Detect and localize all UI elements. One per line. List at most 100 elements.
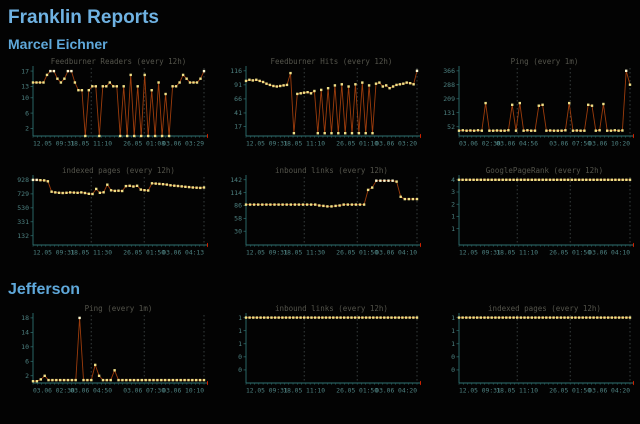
svg-text:12.05 09:31: 12.05 09:31 <box>246 141 288 148</box>
svg-text:6: 6 <box>25 357 29 365</box>
svg-text:03.06 04:10: 03.06 04:10 <box>588 250 630 257</box>
svg-text:18.05 11:10: 18.05 11:10 <box>496 250 538 257</box>
section-title-jefferson: Jefferson <box>8 281 81 298</box>
svg-text:0: 0 <box>238 353 242 361</box>
chart-jefferson-ping: Ping (every 1m) 18 14 10 6 2 03.06 02:30 03.06 … <box>0 302 213 399</box>
svg-text:116: 116 <box>230 67 242 75</box>
franklin-reports-dashboard: Franklin Reports Marcel Eichner Feedburn… <box>0 7 640 399</box>
svg-text:131: 131 <box>443 109 455 117</box>
svg-text:26.05 01:10: 26.05 01:10 <box>336 141 378 148</box>
chart-svg: GooglePageRank (every 12h) 4 3 2 1 1 12.05 09:… <box>451 166 634 257</box>
svg-text:indexed pages (every 12h): indexed pages (every 12h) <box>62 166 175 175</box>
svg-text:GooglePageRank (every 12h): GooglePageRank (every 12h) <box>486 166 603 175</box>
svg-text:18.05 11:30: 18.05 11:30 <box>70 250 112 257</box>
svg-text:1: 1 <box>238 314 242 322</box>
chart-marcel-inbound-links: inbound links (every 12h) 142 114 86 58 30 12.… <box>213 164 426 261</box>
svg-text:114: 114 <box>230 189 242 197</box>
chart-feedburner-readers: Feedburner Readers (every 12h) 17 13 10 6 2 12… <box>0 55 213 152</box>
svg-text:26.05 01:50: 26.05 01:50 <box>549 388 591 395</box>
svg-text:209: 209 <box>443 95 455 103</box>
svg-text:530: 530 <box>17 204 29 212</box>
svg-text:3: 3 <box>451 188 455 196</box>
svg-text:1: 1 <box>451 327 455 335</box>
svg-text:Feedburner Readers (every 12h): Feedburner Readers (every 12h) <box>51 57 186 66</box>
svg-text:26.05 01:08: 26.05 01:08 <box>123 141 165 148</box>
svg-text:1: 1 <box>451 213 455 221</box>
svg-text:0: 0 <box>451 353 455 361</box>
chart-grid-jefferson: Ping (every 1m) 18 14 10 6 2 03.06 02:30 03.06 … <box>0 302 640 399</box>
svg-text:0: 0 <box>451 366 455 374</box>
svg-text:13: 13 <box>21 83 29 91</box>
svg-text:132: 132 <box>17 232 29 240</box>
svg-text:03.06 10:20: 03.06 10:20 <box>588 141 630 148</box>
svg-text:66: 66 <box>234 95 242 103</box>
chart-svg: indexed pages (every 12h) 1 1 1 0 0 12.05 09:3… <box>451 304 634 395</box>
svg-text:30: 30 <box>234 227 242 235</box>
svg-text:52: 52 <box>447 123 455 131</box>
svg-text:1: 1 <box>238 340 242 348</box>
chart-jefferson-inbound-links: inbound links (every 12h) 1 1 1 0 0 12.05 09:3… <box>213 302 426 399</box>
svg-text:inbound links (every 12h): inbound links (every 12h) <box>275 304 388 313</box>
svg-text:6: 6 <box>25 109 29 117</box>
svg-text:12.05 09:31: 12.05 09:31 <box>33 141 75 148</box>
svg-text:928: 928 <box>17 176 29 184</box>
svg-text:366: 366 <box>443 67 455 75</box>
svg-text:288: 288 <box>443 81 455 89</box>
svg-text:26.05 01:50: 26.05 01:50 <box>123 250 165 257</box>
svg-text:1: 1 <box>451 340 455 348</box>
svg-text:03.06 07:50: 03.06 07:50 <box>549 141 591 148</box>
svg-text:18.05 11:10: 18.05 11:10 <box>283 388 325 395</box>
section-marcel-eichner: Marcel Eichner Feedburner Readers (every… <box>0 36 640 261</box>
svg-text:Ping (every 1m): Ping (every 1m) <box>85 304 153 313</box>
svg-text:03.06 02:30: 03.06 02:30 <box>459 141 501 148</box>
svg-text:12.05 09:31: 12.05 09:31 <box>246 250 288 257</box>
svg-text:18.05 11:10: 18.05 11:10 <box>496 388 538 395</box>
section-jefferson: Jefferson Ping (every 1m) 18 14 10 6 2 03.06 0… <box>0 281 640 399</box>
svg-text:indexed pages (every 12h): indexed pages (every 12h) <box>488 304 601 313</box>
svg-text:1: 1 <box>451 225 455 233</box>
svg-text:18.05 11:10: 18.05 11:10 <box>70 141 112 148</box>
svg-text:03.06 04:10: 03.06 04:10 <box>375 250 417 257</box>
svg-text:10: 10 <box>21 343 29 351</box>
svg-text:58: 58 <box>234 215 242 223</box>
svg-text:10: 10 <box>21 94 29 102</box>
svg-text:12.05 09:31: 12.05 09:31 <box>459 388 501 395</box>
svg-text:26.05 01:50: 26.05 01:50 <box>549 250 591 257</box>
svg-text:2: 2 <box>25 372 29 380</box>
chart-jefferson-indexed-pages: indexed pages (every 12h) 1 1 1 0 0 12.05 09:3… <box>426 302 639 399</box>
svg-text:inbound links (every 12h): inbound links (every 12h) <box>275 166 388 175</box>
svg-text:17: 17 <box>21 67 29 75</box>
page-title: Franklin Reports <box>8 7 159 28</box>
svg-text:03.06 03:20: 03.06 03:20 <box>375 141 417 148</box>
svg-text:86: 86 <box>234 202 242 210</box>
svg-text:Feedburner Hits (every 12h): Feedburner Hits (every 12h) <box>271 57 393 66</box>
svg-text:41: 41 <box>234 109 242 117</box>
svg-text:26.05 01:50: 26.05 01:50 <box>336 388 378 395</box>
svg-text:03.06 04:50: 03.06 04:50 <box>70 388 112 395</box>
svg-text:142: 142 <box>230 176 242 184</box>
svg-text:03.06 07:30: 03.06 07:30 <box>123 388 165 395</box>
svg-text:2: 2 <box>451 200 455 208</box>
svg-text:331: 331 <box>17 218 29 226</box>
svg-text:91: 91 <box>234 81 242 89</box>
svg-text:Ping (every 1m): Ping (every 1m) <box>511 57 579 66</box>
svg-text:14: 14 <box>21 329 29 337</box>
svg-text:12.05 09:31: 12.05 09:31 <box>33 250 75 257</box>
chart-grid-marcel-row2: indexed pages (every 12h) 928 729 530 331 132… <box>0 164 640 261</box>
svg-text:26.05 01:50: 26.05 01:50 <box>336 250 378 257</box>
svg-text:03.06 02:30: 03.06 02:30 <box>33 388 75 395</box>
chart-marcel-ping: Ping (every 1m) 366 288 209 131 52 03.06 02:30… <box>426 55 639 152</box>
svg-text:03.06 04:20: 03.06 04:20 <box>588 388 630 395</box>
svg-text:18: 18 <box>21 314 29 322</box>
chart-svg: indexed pages (every 12h) 928 729 530 331 132… <box>17 166 208 257</box>
svg-text:03.06 10:10: 03.06 10:10 <box>162 388 204 395</box>
svg-text:729: 729 <box>17 190 29 198</box>
svg-text:18.05 11:10: 18.05 11:10 <box>283 141 325 148</box>
chart-feedburner-hits: Feedburner Hits (every 12h) 116 91 66 41 17 12… <box>213 55 426 152</box>
svg-text:03.06 03:29: 03.06 03:29 <box>162 141 204 148</box>
svg-text:4: 4 <box>451 176 455 184</box>
chart-svg: Feedburner Readers (every 12h) 17 13 10 6 2 12… <box>21 57 208 148</box>
svg-text:1: 1 <box>238 327 242 335</box>
chart-googlepagerank: GooglePageRank (every 12h) 4 3 2 1 1 12.05 09:… <box>426 164 639 261</box>
